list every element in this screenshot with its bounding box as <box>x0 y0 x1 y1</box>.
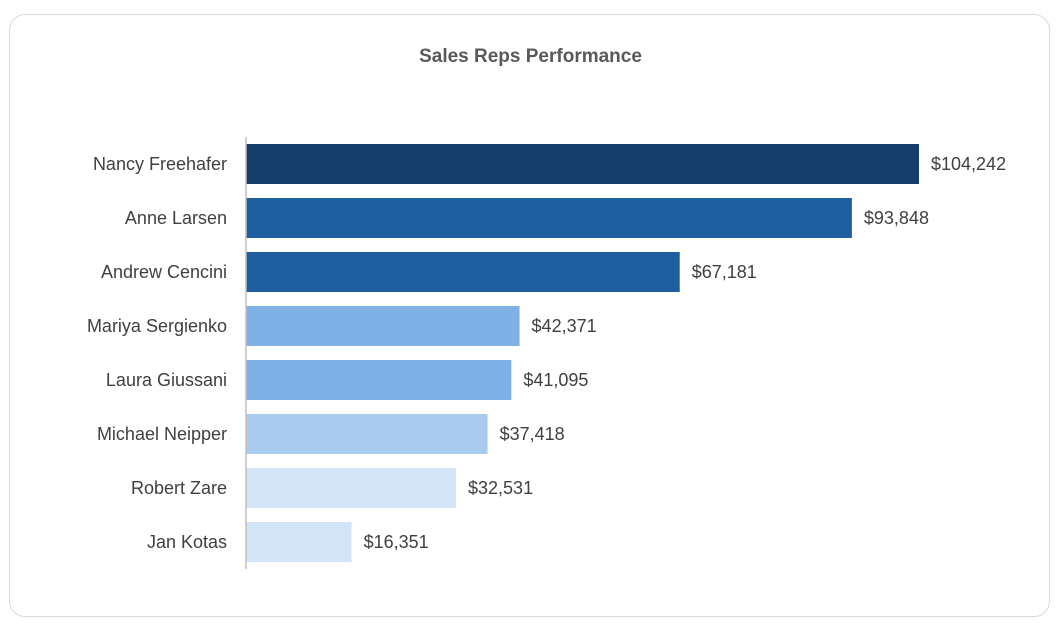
labels-layer: Nancy Freehafer $104,242 Anne Larsen $93,84… <box>87 154 1006 552</box>
bar <box>246 306 520 346</box>
bar <box>246 198 852 238</box>
bar <box>246 252 680 292</box>
category-label: Anne Larsen <box>125 208 227 228</box>
bars-layer <box>246 144 919 562</box>
data-label: $16,351 <box>364 532 429 552</box>
bar <box>246 468 457 508</box>
category-label: Mariya Sergienko <box>87 316 227 336</box>
data-label: $67,181 <box>692 262 757 282</box>
data-label: $41,095 <box>523 370 588 390</box>
category-label: Andrew Cencini <box>101 262 227 282</box>
category-label: Michael Neipper <box>97 424 227 444</box>
data-label: $93,848 <box>864 208 929 228</box>
chart-title: Sales Reps Performance <box>419 46 642 67</box>
data-label: $37,418 <box>500 424 565 444</box>
bar <box>246 144 919 184</box>
data-label: $32,531 <box>468 478 533 498</box>
data-label: $42,371 <box>532 316 597 336</box>
bar <box>246 414 488 454</box>
data-label: $104,242 <box>931 154 1006 174</box>
bar <box>246 522 352 562</box>
category-label: Jan Kotas <box>147 532 227 552</box>
category-label: Robert Zare <box>131 478 227 498</box>
category-label: Laura Giussani <box>106 370 227 390</box>
bar <box>246 360 512 400</box>
category-label: Nancy Freehafer <box>93 154 227 174</box>
chart-card: Sales Reps Performance <box>9 14 1050 617</box>
